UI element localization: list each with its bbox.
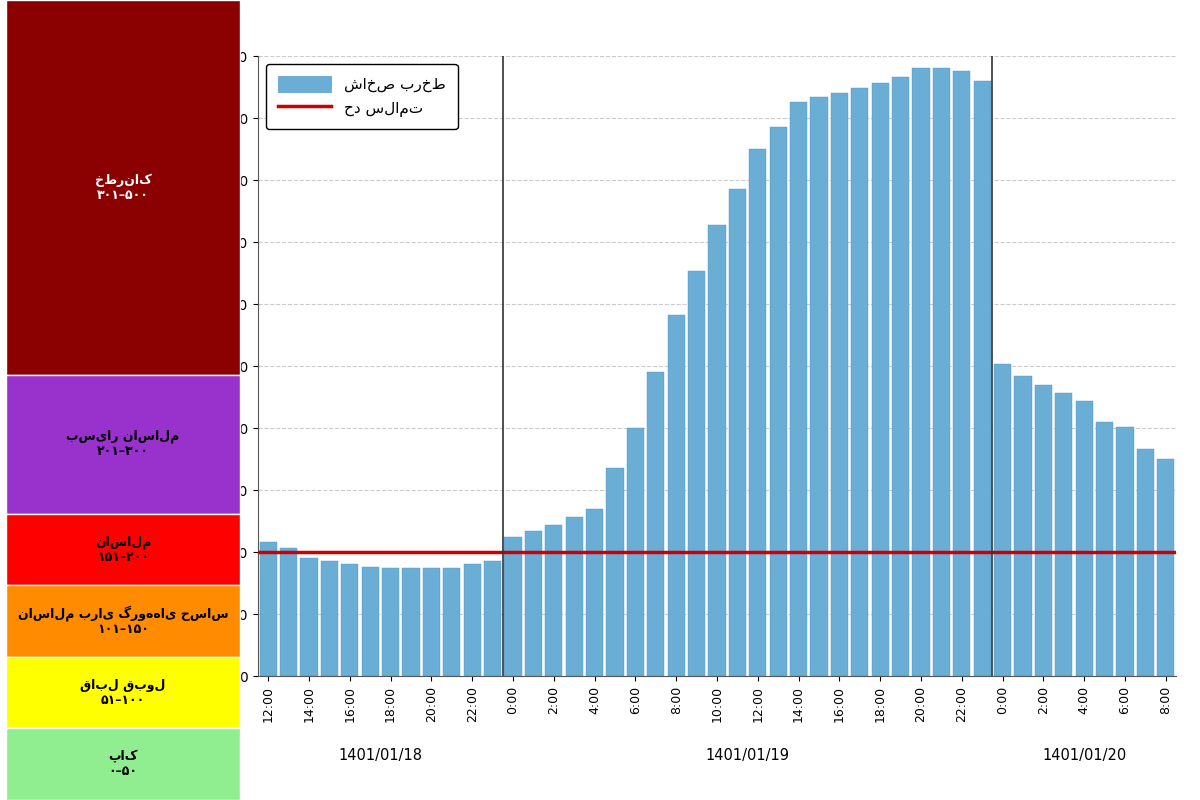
Bar (422, 568, 440, 676)
Bar (790, 102, 808, 676)
Bar (994, 363, 1012, 676)
Bar (1055, 394, 1073, 676)
Bar (300, 558, 318, 676)
Bar (892, 77, 910, 676)
Bar (259, 542, 277, 676)
Text: خطرناک
۳۰۱–۵۰۰: خطرناک ۳۰۱–۵۰۰ (95, 173, 151, 202)
Text: بسیار ناسالم
۲۰۱–۳۰۰: بسیار ناسالم ۲۰۱–۳۰۰ (66, 430, 180, 458)
Bar (1157, 459, 1175, 676)
Bar (545, 525, 563, 676)
Bar (1075, 401, 1093, 676)
Bar (1136, 449, 1154, 676)
Bar (484, 561, 502, 676)
Bar (504, 537, 522, 676)
Bar (1014, 376, 1032, 676)
Y-axis label: شاخص بر خط کیفیت هوا: شاخص بر خط کیفیت هوا (198, 264, 214, 468)
Text: ناسالم
۱۵۱–۲۰۰: ناسالم ۱۵۱–۲۰۰ (95, 535, 151, 564)
Bar (810, 97, 828, 676)
Bar (606, 468, 624, 676)
Bar (728, 189, 746, 676)
Text: قابل قبول
۵۱–۱۰۰: قابل قبول ۵۱–۱۰۰ (80, 678, 166, 706)
Bar (626, 428, 644, 676)
Bar (953, 71, 971, 676)
Text: 1401/01/19: 1401/01/19 (706, 748, 790, 763)
Bar (932, 68, 950, 676)
Bar (871, 83, 889, 676)
Legend: شاخص برخط, حد سلامت: شاخص برخط, حد سلامت (265, 64, 457, 129)
Bar (688, 270, 706, 676)
Text: 1401/01/18: 1401/01/18 (338, 748, 422, 763)
Bar (1096, 422, 1114, 676)
Text: پاک
۰–۵۰: پاک ۰–۵۰ (108, 750, 138, 778)
Bar (280, 548, 298, 676)
Bar (647, 372, 665, 676)
Bar (708, 225, 726, 676)
Bar (565, 518, 583, 676)
Bar (463, 565, 481, 676)
Bar (320, 561, 338, 676)
Bar (973, 81, 991, 676)
Bar (667, 315, 685, 676)
Bar (851, 88, 869, 676)
Bar (749, 149, 767, 676)
Bar (1116, 426, 1134, 676)
Bar (912, 68, 930, 676)
Bar (1034, 385, 1052, 676)
Bar (769, 126, 787, 676)
Bar (402, 568, 420, 676)
Bar (341, 565, 359, 676)
Bar (361, 567, 379, 676)
Bar (443, 568, 461, 676)
Text: ناسالم برای گروه‌های حساس
۱۰۱–۱۵۰: ناسالم برای گروه‌های حساس ۱۰۱–۱۵۰ (18, 606, 228, 637)
Text: 1401/01/20: 1401/01/20 (1042, 748, 1127, 763)
Bar (382, 568, 400, 676)
Bar (524, 531, 542, 676)
Bar (830, 94, 848, 676)
Bar (586, 509, 604, 676)
